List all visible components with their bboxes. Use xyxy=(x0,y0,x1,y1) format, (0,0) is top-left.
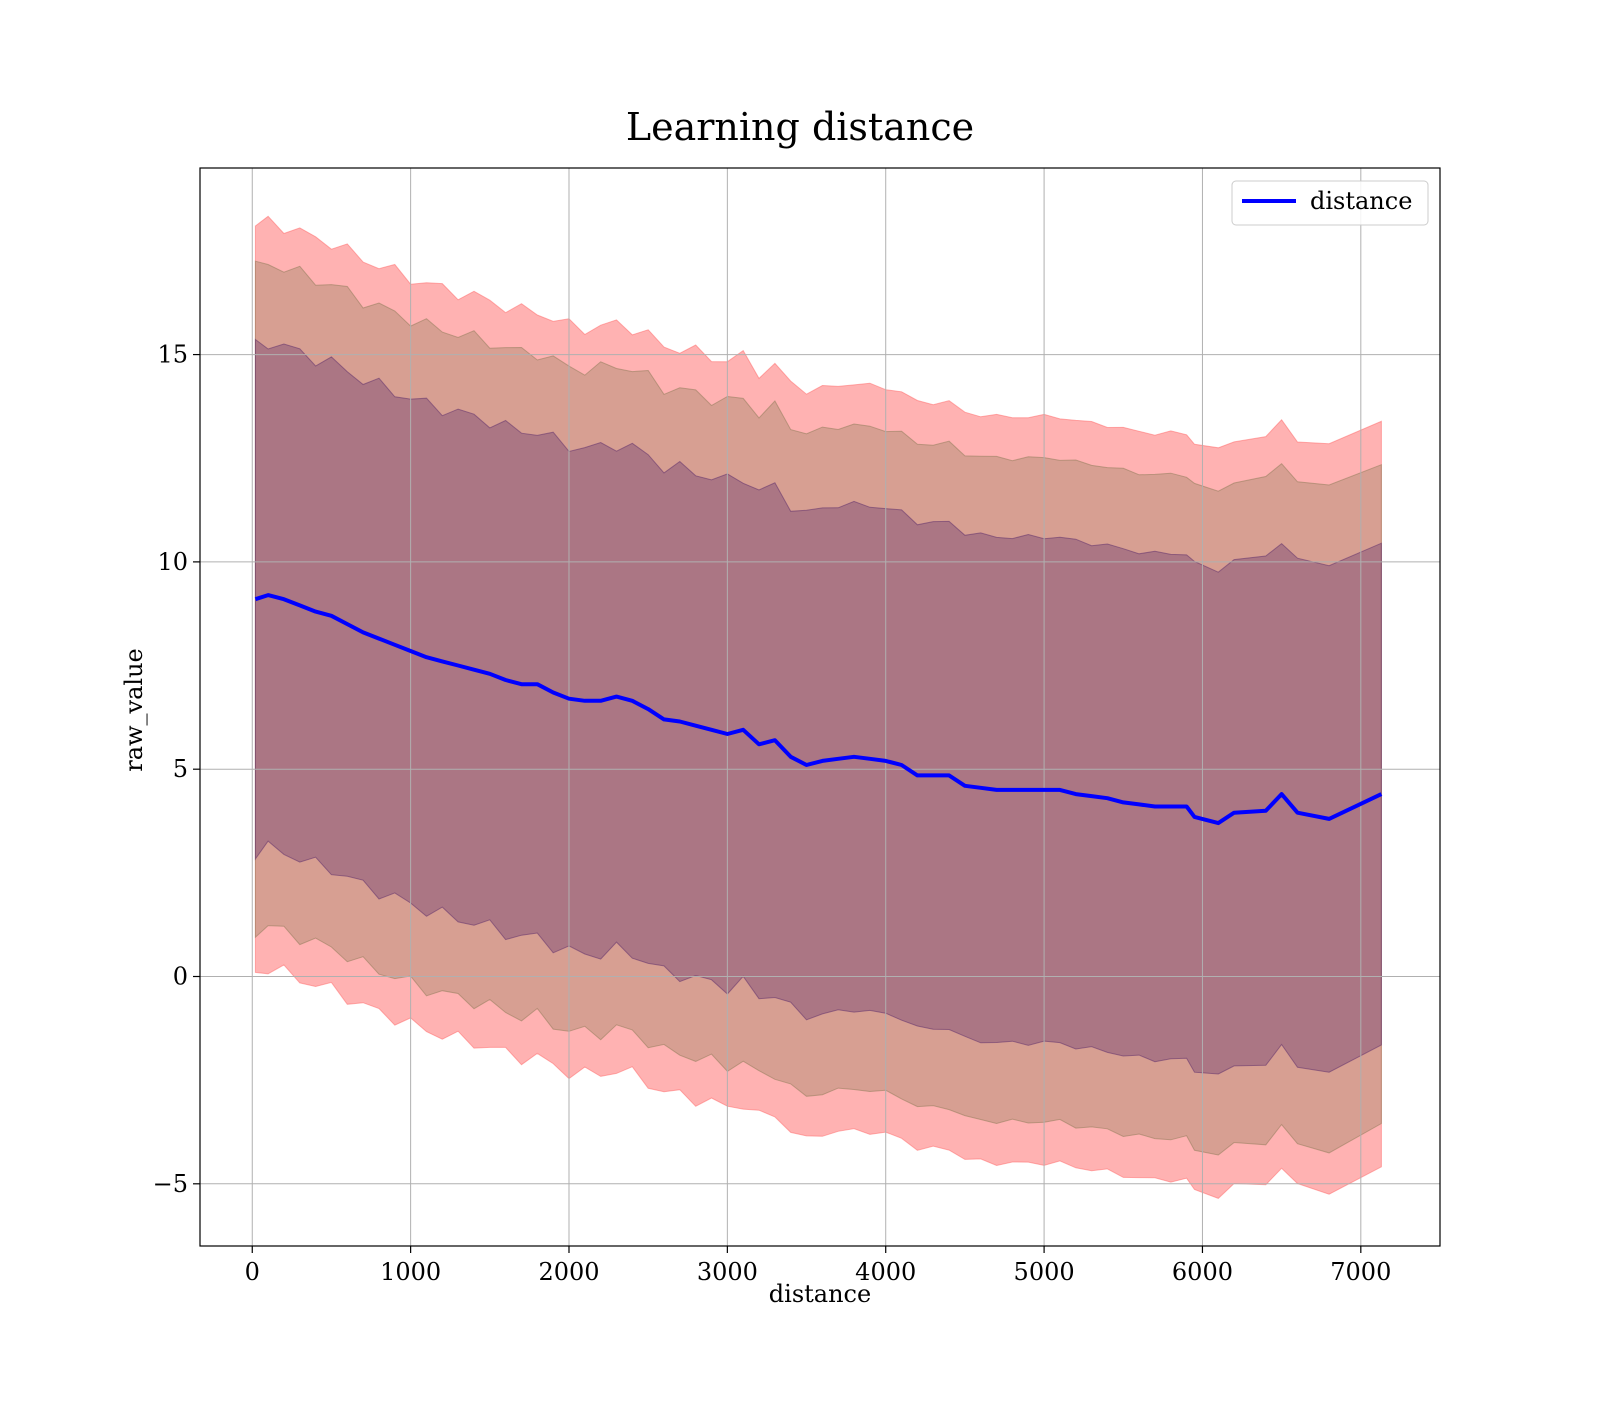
legend: distance xyxy=(1231,180,1429,226)
x-axis-ticks: 0 1000 2000 3000 4000 5000 6000 7000 xyxy=(245,1246,1391,1286)
grid xyxy=(200,168,1440,1246)
y-axis-ticks: −5 0 5 10 15 xyxy=(153,341,200,1198)
std-band-2 xyxy=(254,260,1382,1156)
x-tick-label: 6000 xyxy=(1172,1258,1233,1286)
y-tick-label: 5 xyxy=(173,755,188,783)
series-lines xyxy=(254,593,1383,826)
y-axis-label: raw_value xyxy=(120,648,148,772)
x-axis-label: distance xyxy=(769,1280,871,1308)
legend-box xyxy=(1231,180,1429,226)
y-tick-label: 0 xyxy=(173,963,188,991)
x-tick-label: 1000 xyxy=(380,1258,441,1286)
std-band-1 xyxy=(254,215,1382,1199)
x-tick-label: 5000 xyxy=(1014,1258,1075,1286)
x-tick-label: 3000 xyxy=(697,1258,758,1286)
x-tick-label: 2000 xyxy=(538,1258,599,1286)
plot-frame xyxy=(199,167,1441,1247)
y-tick-label: 10 xyxy=(157,548,188,576)
series-line-distance xyxy=(254,593,1383,826)
x-tick-label: 4000 xyxy=(855,1258,916,1286)
x-tick-label: 0 xyxy=(245,1258,260,1286)
std-band-3 xyxy=(254,338,1382,1075)
legend-entry-distance: distance xyxy=(1310,187,1412,215)
y-tick-label: −5 xyxy=(153,1170,188,1198)
x-tick-label: 7000 xyxy=(1330,1258,1391,1286)
chart-title: Learning distance xyxy=(626,105,974,149)
std-bands xyxy=(254,215,1382,1199)
y-tick-label: 15 xyxy=(157,341,188,369)
